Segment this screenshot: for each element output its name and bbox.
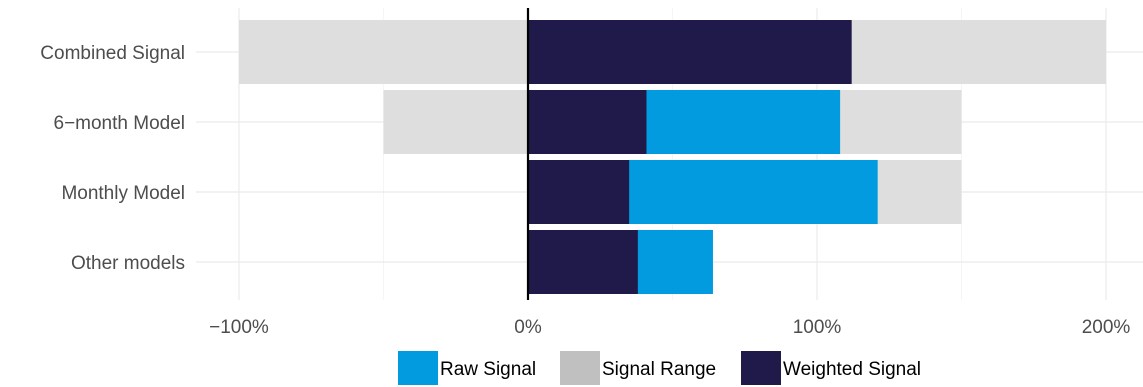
x-tick-label: 0% <box>514 317 542 338</box>
weighted-signal-bar <box>528 90 647 154</box>
legend: Raw Signal Signal Range Weighted Signal <box>398 351 921 385</box>
legend-label-weighted-signal: Weighted Signal <box>783 359 921 380</box>
legend-label-signal-range: Signal Range <box>602 359 716 380</box>
x-tick-label: −100% <box>209 317 269 338</box>
category-label: Combined Signal <box>40 43 185 64</box>
weighted-signal-bar <box>528 230 638 294</box>
bars <box>239 20 1106 294</box>
legend-label-raw-signal: Raw Signal <box>440 359 536 380</box>
weighted-signal-bar <box>528 160 630 224</box>
category-label: 6−month Model <box>54 113 186 134</box>
category-label: Other models <box>71 253 185 274</box>
x-tick-labels: −100% 0% 100% 200% <box>209 317 1130 338</box>
weighted-signal-bar <box>528 20 852 84</box>
x-tick-label: 200% <box>1082 317 1131 338</box>
x-tick-label: 100% <box>793 317 842 338</box>
category-labels: Combined Signal 6−month Model Monthly Mo… <box>40 43 185 274</box>
category-label: Monthly Model <box>61 183 185 204</box>
legend-swatch-weighted-signal <box>741 351 781 385</box>
legend-swatch-raw-signal <box>398 351 438 385</box>
legend-swatch-signal-range <box>560 351 600 385</box>
